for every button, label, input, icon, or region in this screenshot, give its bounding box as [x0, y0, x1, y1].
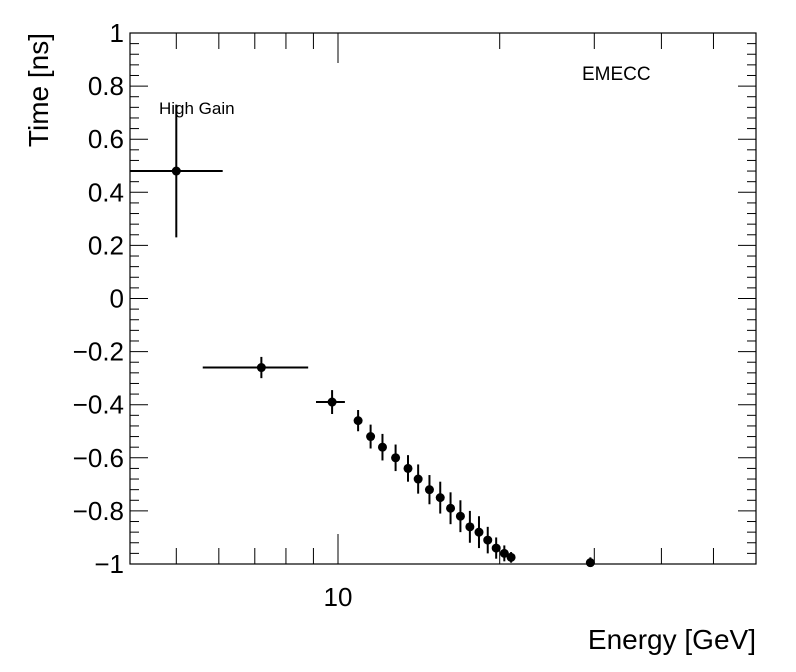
gain-annotation: High Gain	[159, 99, 235, 118]
data-point	[256, 363, 266, 373]
x-tick-label: 10	[324, 582, 353, 612]
y-axis-label: Time [ns]	[23, 33, 54, 147]
data-point	[585, 558, 595, 568]
data-point	[506, 552, 516, 562]
x-tick-labels: 10	[324, 582, 353, 612]
data-point	[483, 535, 493, 545]
data-point	[327, 397, 337, 407]
data-point	[474, 527, 484, 537]
axis-ticks	[130, 32, 757, 565]
region-annotation: EMECC	[582, 64, 651, 85]
data-point	[465, 522, 475, 532]
data-point	[491, 543, 501, 553]
data-point	[446, 503, 456, 513]
y-tick-label: 0.6	[88, 124, 124, 154]
y-tick-labels: 1 0.8 0.6 0.4 0.2 0 −0.2 −0.4 −0.6 −0.8 −1	[73, 18, 124, 579]
y-tick-label: −0.6	[73, 443, 124, 473]
data-point	[499, 548, 509, 558]
y-tick-label: 0	[110, 284, 124, 314]
x-axis-label: Energy [GeV]	[588, 624, 756, 655]
data-point	[424, 485, 434, 495]
y-tick-label: −0.4	[73, 390, 124, 420]
y-tick-label: −1	[94, 549, 124, 579]
data-point	[391, 453, 401, 463]
y-tick-label: 0.4	[88, 177, 124, 207]
y-tick-label: 1	[110, 18, 124, 48]
data-point	[413, 474, 423, 484]
data-point	[366, 432, 376, 442]
data-point	[455, 511, 465, 521]
y-tick-label: −0.2	[73, 337, 124, 367]
data-point	[353, 416, 363, 426]
data-point	[403, 463, 413, 473]
data-point	[171, 166, 181, 176]
data-point	[435, 493, 445, 503]
y-tick-label: 0.2	[88, 230, 124, 260]
data-point	[377, 442, 387, 452]
y-tick-label: 0.8	[88, 71, 124, 101]
data-points	[130, 104, 595, 568]
y-tick-label: −0.8	[73, 496, 124, 526]
